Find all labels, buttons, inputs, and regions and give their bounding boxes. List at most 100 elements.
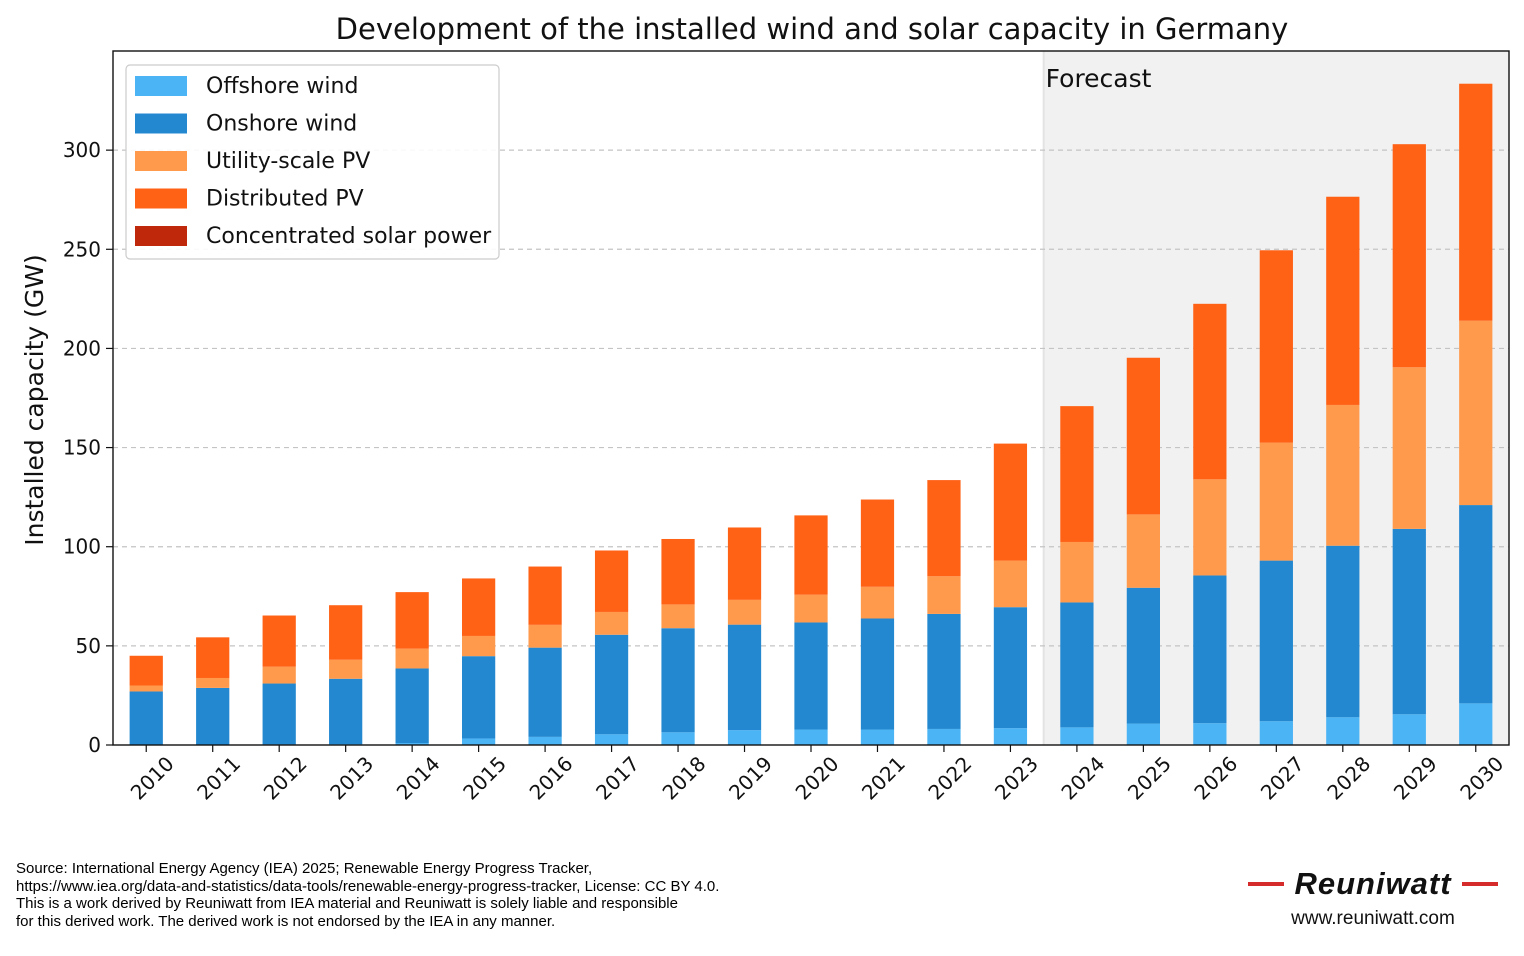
bar-offshore-wind-2020 xyxy=(794,729,828,745)
bar-distributed-pv-2023 xyxy=(993,443,1028,561)
bar-utility-scale-pv-2017 xyxy=(594,611,629,635)
bar-distributed-pv-2014 xyxy=(395,592,429,649)
bar-onshore-wind-2016 xyxy=(528,647,562,737)
x-tick-label: 2015 xyxy=(458,752,511,805)
y-tick-label: 100 xyxy=(63,535,101,559)
bar-utility-scale-pv-2010 xyxy=(129,685,163,692)
bar-offshore-wind-2014 xyxy=(395,743,429,745)
bar-onshore-wind-2019 xyxy=(727,624,762,731)
x-tick-label: 2010 xyxy=(126,752,179,805)
bar-onshore-wind-2021 xyxy=(860,618,895,730)
bar-offshore-wind-2017 xyxy=(594,734,629,745)
legend-swatch xyxy=(135,188,187,209)
y-tick-label: 50 xyxy=(76,634,101,658)
x-tick-label: 2030 xyxy=(1455,752,1508,805)
bar-distributed-pv-2019 xyxy=(727,527,762,600)
source-line: for this derived work. The derived work … xyxy=(16,912,556,930)
bar-utility-scale-pv-2013 xyxy=(329,659,363,679)
x-tick-label: 2017 xyxy=(591,752,644,805)
x-tick-label: 2029 xyxy=(1389,752,1442,805)
bar-distributed-pv-2017 xyxy=(594,550,629,612)
bar-offshore-wind-2021 xyxy=(860,729,895,745)
bar-offshore-wind-2028 xyxy=(1326,717,1360,745)
bar-onshore-wind-2020 xyxy=(794,622,828,730)
bar-utility-scale-pv-2029 xyxy=(1392,367,1426,529)
legend-swatch xyxy=(135,151,187,171)
x-tick-label: 2028 xyxy=(1322,752,1375,805)
legend: Offshore wind Onshore wind Utility-scale P… xyxy=(125,64,500,260)
bar-distributed-pv-2030 xyxy=(1459,83,1493,321)
bar-utility-scale-pv-2016 xyxy=(528,624,562,648)
bar-onshore-wind-2015 xyxy=(462,656,496,739)
x-tick-label: 2026 xyxy=(1189,752,1242,805)
y-tick-label: 150 xyxy=(63,436,101,460)
bar-distributed-pv-2025 xyxy=(1126,357,1160,515)
bar-utility-scale-pv-2014 xyxy=(395,648,429,669)
bar-offshore-wind-2024 xyxy=(1060,727,1094,745)
x-tick-label: 2027 xyxy=(1256,752,1309,805)
bar-utility-scale-pv-2026 xyxy=(1193,479,1227,576)
bar-distributed-pv-2011 xyxy=(196,637,230,678)
bar-utility-scale-pv-2021 xyxy=(860,586,895,619)
bar-utility-scale-pv-2030 xyxy=(1459,320,1493,506)
y-tick-label: 250 xyxy=(63,237,101,261)
axes-frame xyxy=(112,50,1510,746)
x-tick-label: 2012 xyxy=(259,752,312,805)
bar-utility-scale-pv-2011 xyxy=(196,677,230,688)
legend-label: Utility-scale PV xyxy=(206,149,370,174)
bar-utility-scale-pv-2018 xyxy=(661,604,695,629)
y-axis-label: Installed capacity (GW) xyxy=(20,254,49,546)
logo-bar-right xyxy=(1461,882,1498,886)
bar-utility-scale-pv-2020 xyxy=(794,594,828,623)
legend-label: Offshore wind xyxy=(206,74,358,99)
bar-onshore-wind-2012 xyxy=(262,683,296,745)
bar-distributed-pv-2027 xyxy=(1259,250,1293,443)
bar-distributed-pv-2029 xyxy=(1392,144,1426,368)
legend-box xyxy=(125,64,500,260)
x-tick-label: 2025 xyxy=(1123,752,1176,805)
bar-onshore-wind-2028 xyxy=(1326,545,1360,718)
bar-onshore-wind-2014 xyxy=(395,668,429,744)
bar-utility-scale-pv-2024 xyxy=(1060,541,1094,603)
bar-distributed-pv-2020 xyxy=(794,515,828,595)
bar-distributed-pv-2016 xyxy=(528,566,562,625)
bar-distributed-pv-2018 xyxy=(661,538,695,605)
bar-offshore-wind-2015 xyxy=(462,738,496,745)
x-tick-label: 2013 xyxy=(325,752,378,805)
bar-distributed-pv-2026 xyxy=(1193,303,1227,480)
logo-wordmark: Reuniwatt xyxy=(1294,866,1452,901)
bar-onshore-wind-2026 xyxy=(1193,575,1227,724)
bar-distributed-pv-2013 xyxy=(329,605,363,660)
bar-onshore-wind-2011 xyxy=(196,687,230,745)
bar-distributed-pv-2021 xyxy=(860,499,895,587)
bar-onshore-wind-2022 xyxy=(927,613,961,729)
source-line: Source: International Energy Agency (IEA… xyxy=(16,860,593,877)
bar-onshore-wind-2013 xyxy=(329,678,363,745)
bar-onshore-wind-2024 xyxy=(1060,602,1094,728)
bar-distributed-pv-2028 xyxy=(1326,196,1360,405)
x-tick-label: 2019 xyxy=(724,752,777,805)
x-tick-label: 2023 xyxy=(990,752,1043,805)
bar-distributed-pv-2012 xyxy=(262,615,296,667)
x-tick-label: 2014 xyxy=(392,752,445,805)
bar-offshore-wind-2019 xyxy=(727,730,762,745)
bar-utility-scale-pv-2027 xyxy=(1259,442,1293,561)
bar-onshore-wind-2023 xyxy=(993,607,1028,729)
logo-bar-left xyxy=(1248,882,1285,886)
bar-distributed-pv-2024 xyxy=(1060,406,1094,542)
bar-onshore-wind-2017 xyxy=(594,634,629,735)
bar-utility-scale-pv-2028 xyxy=(1326,404,1360,546)
x-tick-label: 2016 xyxy=(525,752,578,805)
brand-url: www.reuniwatt.com xyxy=(1291,908,1455,929)
bar-onshore-wind-2027 xyxy=(1259,560,1293,722)
legend-label: Distributed PV xyxy=(206,187,364,212)
y-tick-label: 200 xyxy=(63,336,101,360)
x-tick-label: 2024 xyxy=(1056,752,1109,805)
bar-utility-scale-pv-2023 xyxy=(993,560,1028,608)
bar-offshore-wind-2018 xyxy=(661,732,695,745)
bar-distributed-pv-2010 xyxy=(129,655,163,686)
bar-utility-scale-pv-2025 xyxy=(1126,514,1160,588)
legend-swatch xyxy=(135,76,187,96)
bar-distributed-pv-2015 xyxy=(462,578,496,636)
